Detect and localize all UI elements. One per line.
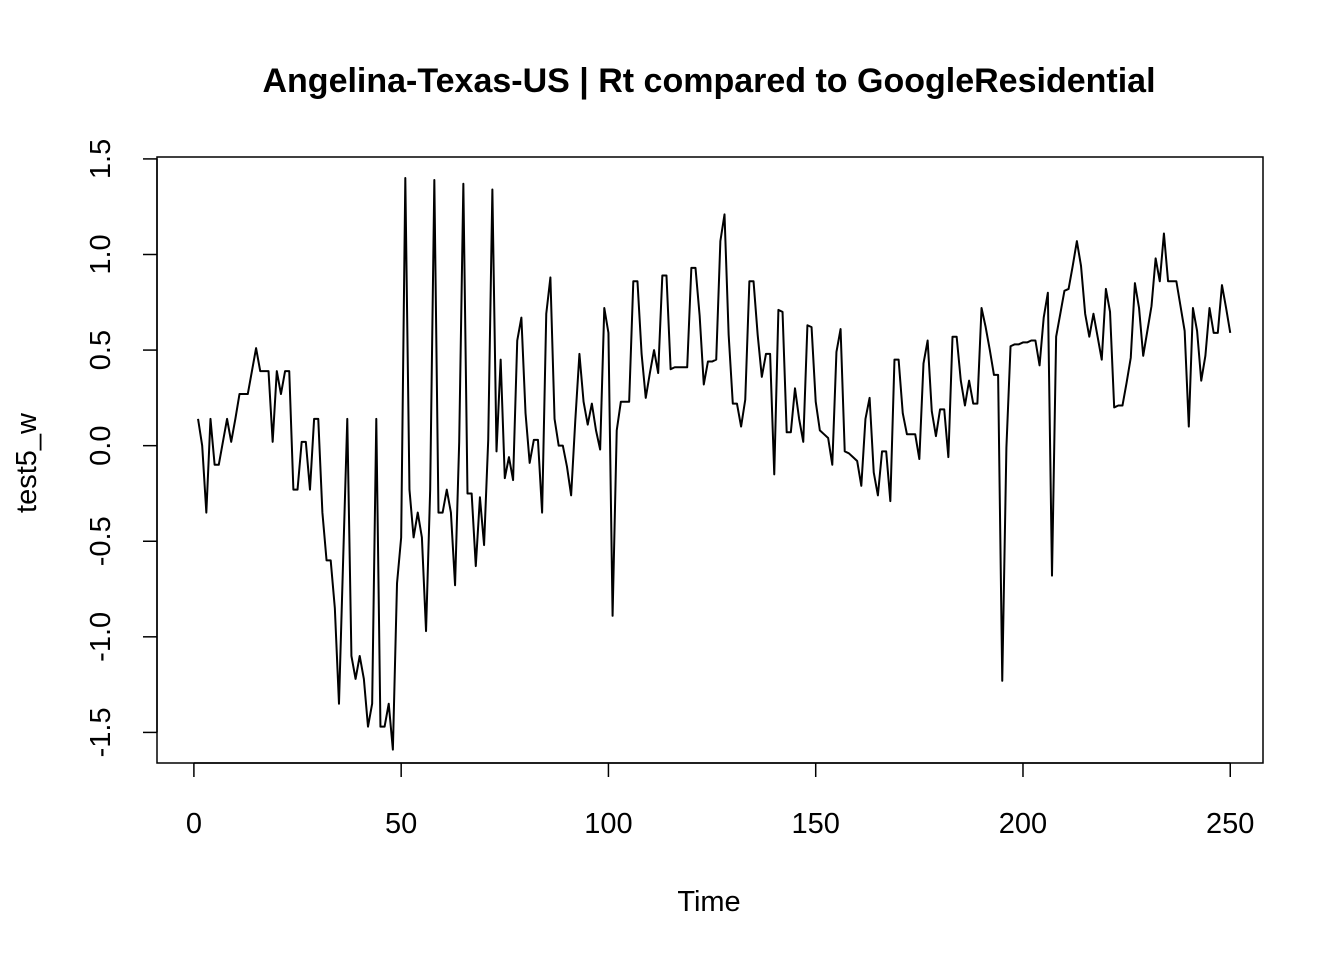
x-tick-label: 250 [1206,808,1254,840]
x-axis-label: Time [677,886,740,918]
y-axis: -1.5 -1.0 -0.5 0.0 0.5 1.0 1.5 [85,139,158,757]
y-tick-label: 1.0 [85,234,117,274]
chart-title: Angelina-Texas-US | Rt compared to Googl… [262,62,1155,100]
y-tick-label: -1.5 [85,707,117,757]
x-tick-label: 100 [584,808,632,840]
x-tick-label: 0 [186,808,202,840]
x-tick-label: 200 [999,808,1047,840]
plot-frame [156,156,1264,764]
series-layer [197,177,1232,751]
x-tick-label: 150 [792,808,840,840]
y-tick-label: -0.5 [85,516,117,566]
x-axis: 0 50 100 150 200 250 [186,762,1254,840]
y-tick-label: -1.0 [85,612,117,662]
y-axis-label: test5_w [11,412,43,513]
y-tick-label: 1.5 [85,139,117,179]
x-tick-label: 50 [385,808,417,840]
y-tick-label: 0.5 [85,330,117,370]
y-tick-label: 0.0 [85,425,117,465]
series-line [197,177,1232,751]
